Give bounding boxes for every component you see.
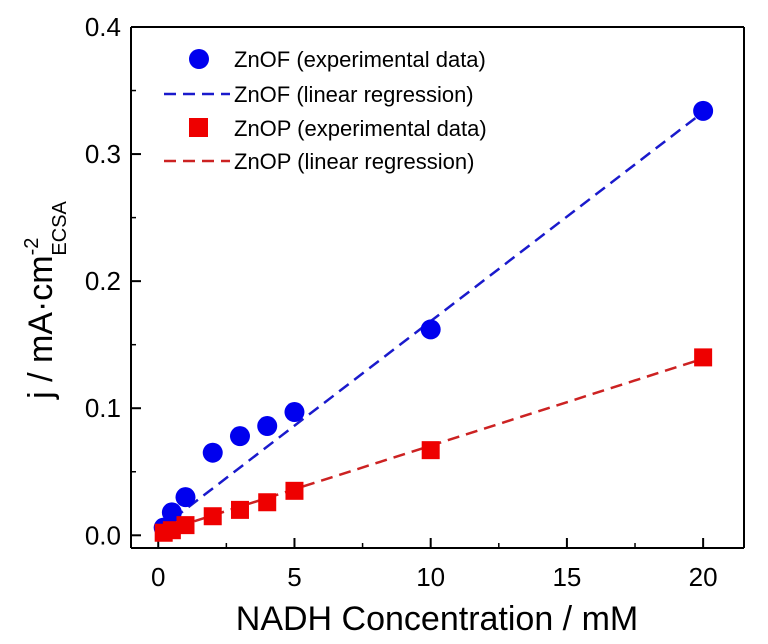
data-point-square <box>203 507 222 526</box>
plot-area <box>130 26 745 549</box>
y-axis-title-superscript: -2 <box>21 238 43 256</box>
data-point-square <box>285 481 304 500</box>
data-point-square <box>421 441 440 460</box>
x-axis-title: NADH Concentration / mM <box>236 600 638 638</box>
legend: ZnOF (experimental data) ZnOF (linear re… <box>164 47 487 174</box>
y-tick-label: 0.0 <box>85 520 121 550</box>
legend-label-znop-regression: ZnOP (linear regression) <box>234 149 474 174</box>
data-point-circle <box>229 426 250 447</box>
data-point-square <box>176 516 195 535</box>
legend-label-znof-regression: ZnOF (linear regression) <box>234 82 474 107</box>
y-axis-title-main: j / mA·cm <box>22 255 60 400</box>
data-point-circle <box>257 416 278 437</box>
y-tick-label: 0.1 <box>85 393 121 423</box>
y-tick-label: 0.3 <box>85 139 121 169</box>
legend-label-znof-experimental: ZnOF (experimental data) <box>234 47 486 72</box>
y-axis-title-subscript: ECSA <box>49 200 71 255</box>
data-point-square <box>162 521 181 540</box>
data-point-circle <box>202 442 223 463</box>
y-axis-title: j / mA·cm-2 ECSA <box>21 200 71 399</box>
x-tick-label: 0 <box>151 562 165 592</box>
x-tick-label: 15 <box>552 562 581 592</box>
x-tick-label: 5 <box>287 562 301 592</box>
legend-marker-znof-experimental <box>189 49 209 69</box>
data-point-circle <box>284 402 305 423</box>
data-point-square <box>230 500 249 519</box>
legend-label-znop-experimental: ZnOP (experimental data) <box>234 116 487 141</box>
x-ticks: 0 5 10 15 20 <box>151 538 718 592</box>
data-point-square <box>694 348 713 367</box>
y-ticks: 0.0 0.1 0.2 0.3 0.4 <box>85 12 141 550</box>
data-point-circle <box>693 100 714 121</box>
x-tick-label: 20 <box>689 562 718 592</box>
y-tick-label: 0.4 <box>85 12 121 42</box>
x-tick-label: 10 <box>416 562 445 592</box>
data-point-circle <box>420 319 441 340</box>
data-point-circle <box>175 487 196 508</box>
y-tick-label: 0.2 <box>85 266 121 296</box>
legend-marker-znop-experimental <box>189 118 208 137</box>
series-layer <box>153 100 714 542</box>
y-axis-title-text: j / mA·cm-2 ECSA <box>21 200 71 399</box>
data-point-square <box>258 493 277 512</box>
